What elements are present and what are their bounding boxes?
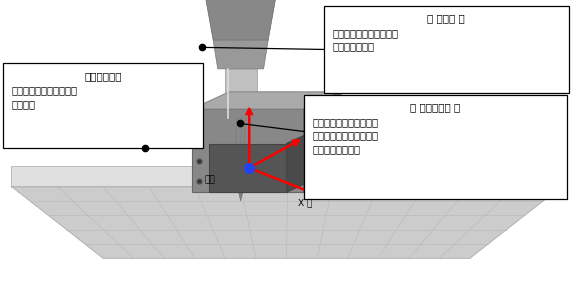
Text: ＜ エンドミル ＞: ＜ エンドミル ＞: [410, 102, 461, 113]
Polygon shape: [236, 181, 245, 201]
Text: ＜ 主　軸 ＞: ＜ 主 軸 ＞: [427, 13, 465, 24]
Polygon shape: [221, 109, 261, 118]
Text: Z 軸: Z 軸: [189, 101, 203, 110]
Text: 素材を固定するためのベ
ースです: 素材を固定するためのベ ースです: [11, 85, 77, 109]
Polygon shape: [11, 187, 562, 258]
Polygon shape: [192, 109, 304, 192]
Text: 素材を削るための刃物で
す　いろいろな種類を主
軸に付け替えます: 素材を削るための刃物で す いろいろな種類を主 軸に付け替えます: [312, 117, 378, 154]
FancyBboxPatch shape: [3, 63, 203, 148]
Text: Y 軸: Y 軸: [307, 129, 320, 138]
Text: X 軸: X 軸: [298, 198, 312, 207]
Polygon shape: [225, 69, 257, 109]
Text: エンドミルを回転させな
がら移動します: エンドミルを回転させな がら移動します: [332, 28, 398, 51]
Polygon shape: [233, 118, 248, 181]
FancyBboxPatch shape: [324, 6, 569, 93]
Point: [245, 166, 254, 170]
Polygon shape: [192, 92, 341, 109]
Polygon shape: [11, 166, 562, 187]
Polygon shape: [213, 40, 268, 69]
Polygon shape: [203, 0, 278, 40]
Polygon shape: [304, 92, 341, 192]
Polygon shape: [209, 144, 286, 192]
FancyBboxPatch shape: [304, 95, 567, 199]
Text: ＜テーブル＞: ＜テーブル＞: [84, 71, 122, 81]
Polygon shape: [286, 126, 324, 192]
Text: 原点: 原点: [204, 175, 215, 184]
